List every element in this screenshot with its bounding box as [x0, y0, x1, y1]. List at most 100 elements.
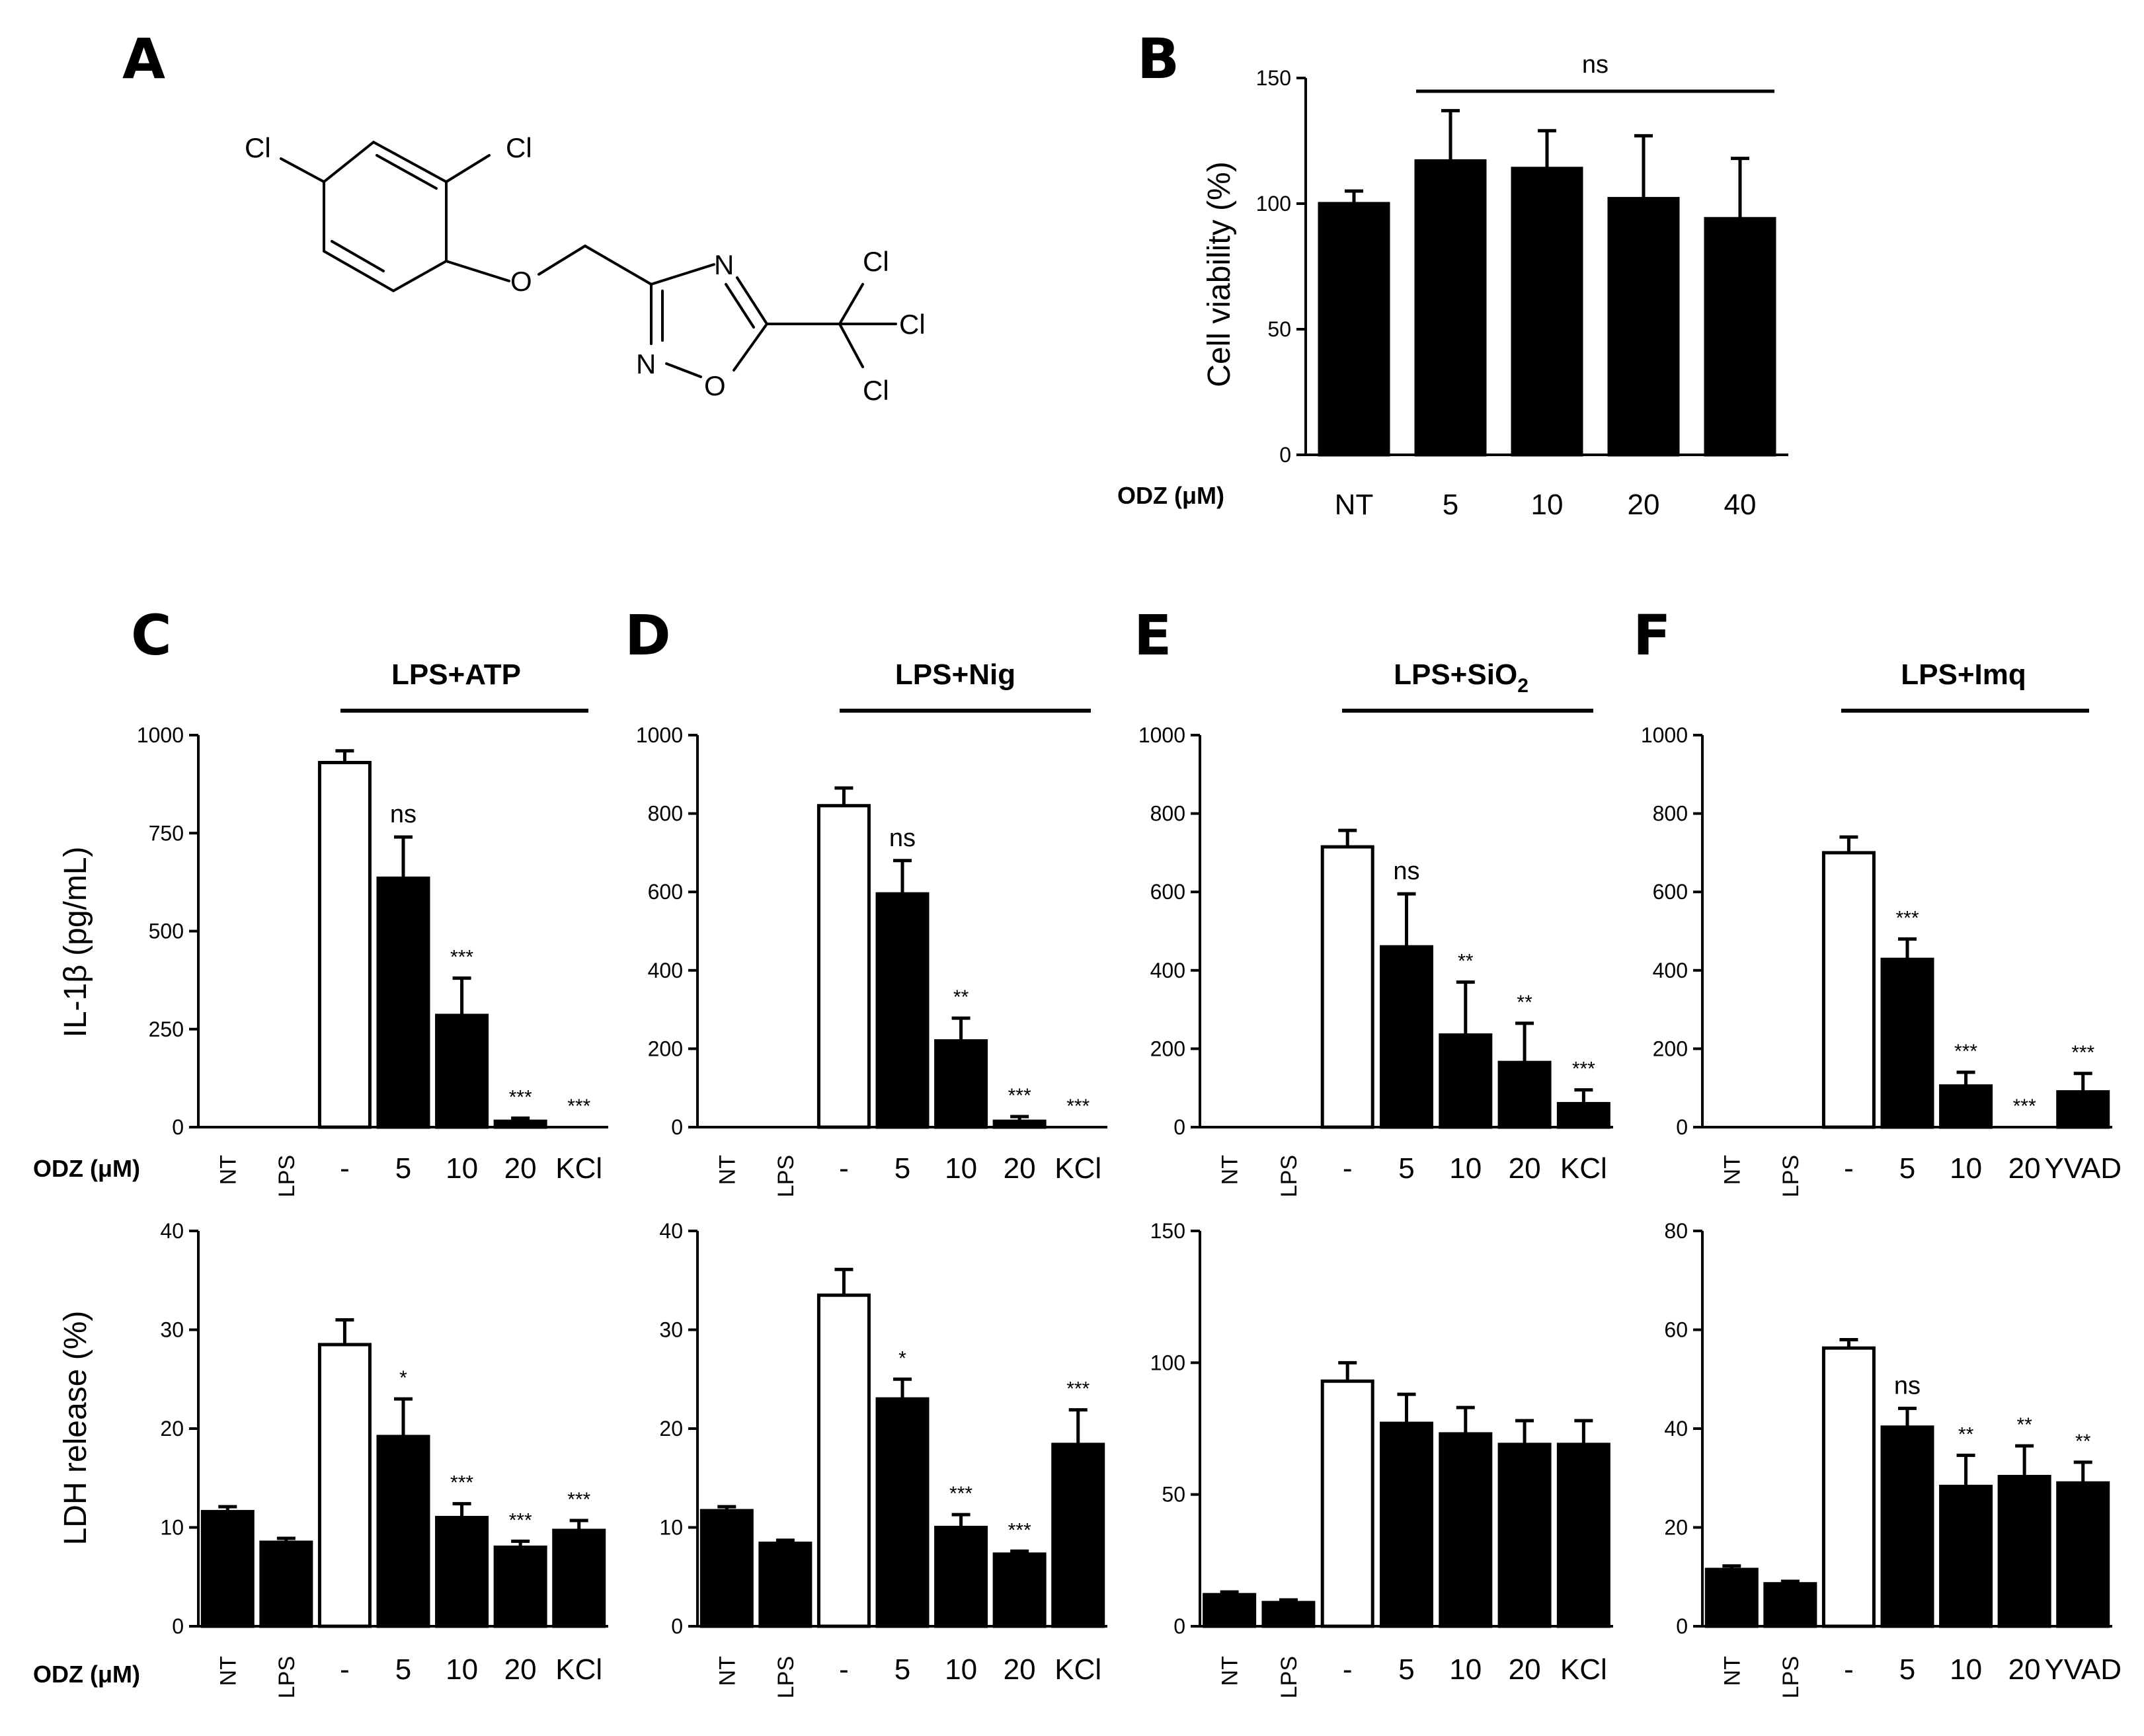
bar-c1-2: [317, 761, 372, 1129]
bar-d2-1: [758, 1541, 813, 1628]
chart-f-il1b: 0 200 400 600 800 1000 NT LPS - *** 5 *** 10 *** 20 ***…: [1641, 723, 2122, 1197]
x-tick-label-d1-3: 5: [894, 1152, 910, 1185]
bar-e1-3: [1380, 945, 1433, 1129]
significance-label-e1-3: ns: [1393, 857, 1419, 885]
bar-f1-6: [2056, 1090, 2110, 1129]
x-tick-label-f1-5: 20: [2008, 1152, 2041, 1185]
x-tick-label-f1-4: 10: [1950, 1152, 1982, 1185]
atom-cl-r2: Cl: [899, 309, 926, 340]
bar-b-3: [1607, 196, 1680, 457]
significance-label-d2-5: ***: [1008, 1519, 1031, 1541]
x-tick-label-e1-3: 5: [1398, 1152, 1414, 1185]
bar-e2-3: [1380, 1421, 1433, 1628]
bar-f1-2: [1821, 851, 1876, 1129]
bar-b-0: [1318, 202, 1390, 457]
y-tick-label-c1: 1000: [137, 723, 184, 747]
odz-label-row2: ODZ (μM): [33, 1661, 140, 1688]
bar-c2-2: [317, 1343, 372, 1628]
bar-c2-3: [376, 1435, 430, 1628]
y-tick-label-c2: 20: [160, 1417, 184, 1440]
y-tick-label-f2: 60: [1664, 1318, 1688, 1342]
oxadiazole-n4-c5: [736, 276, 768, 325]
atom-o-ether: O: [510, 266, 532, 297]
chart-d-ldh: 0 10 20 30 40 NT LPS - * 5 *** 10 *** 20 *** KCl: [659, 1219, 1107, 1698]
bar-f2-1: [1763, 1582, 1817, 1628]
y-tick-label-f1: 600: [1653, 880, 1688, 904]
y-tick-label-c1: 250: [149, 1017, 184, 1041]
condition-label-d: LPS+Nig: [895, 658, 1015, 691]
significance-label-c1-3: ns: [390, 801, 417, 828]
x-tick-label-c1-6: KCl: [555, 1152, 602, 1185]
atom-cl-r1: Cl: [863, 246, 889, 277]
oxadiazole-o1-n2: [665, 362, 702, 378]
bar-d1-2: [816, 804, 871, 1129]
chart-c-ldh: 0 10 20 30 40 NT LPS - * 5 *** 10 *** 20 *** KCl: [160, 1219, 608, 1698]
x-tick-label-c2-2: -: [340, 1653, 350, 1686]
condition-label-e: LPS+SiO2: [1394, 658, 1529, 697]
x-tick-label-e1-5: 20: [1509, 1152, 1541, 1185]
oxadiazole-c3-n4: [650, 263, 715, 286]
chart-c-il1b: 0 250 500 750 1000 NT LPS - ns 5 *** 10 *** 20 *** KCl: [137, 723, 608, 1197]
significance-label-c1-6: ***: [567, 1095, 590, 1117]
x-tick-label-e1-6: KCl: [1560, 1152, 1607, 1185]
x-tick-label-e1-4: 10: [1449, 1152, 1482, 1185]
x-tick-label-c1-2: -: [340, 1152, 350, 1185]
ring-double-bond-1: [331, 240, 385, 272]
bond-cl-top: [445, 154, 491, 183]
panel-letter-e: E: [1134, 603, 1171, 668]
bar-e2-5: [1497, 1442, 1552, 1628]
x-tick-label-d1-0: NT: [715, 1155, 740, 1185]
bond-cl-r1: [838, 283, 864, 325]
x-tick-label-e2-2: -: [1343, 1653, 1353, 1686]
oxadiazole-double-2: [725, 283, 755, 329]
panel-letter-d: D: [625, 603, 671, 668]
condition-label-f: LPS+Imq: [1901, 658, 2026, 691]
x-tick-label-c2-3: 5: [395, 1653, 411, 1686]
y-tick-label-b: 0: [1279, 443, 1291, 467]
x-tick-label-e2-1: LPS: [1277, 1656, 1302, 1698]
chart-d-il1b: 0 200 400 600 800 1000 NT LPS - ns 5 ** 10 *** 20 *** KC…: [636, 723, 1107, 1197]
atom-n-bottom: N: [636, 348, 656, 379]
cyclohexadiene-ring: [323, 140, 448, 293]
y-tick-label-d1: 400: [648, 959, 683, 982]
y-axis-label-il1b: IL-1β (pg/mL): [58, 846, 93, 1037]
x-tick-label-c1-1: LPS: [274, 1155, 299, 1197]
x-tick-label-d1-5: 20: [1004, 1152, 1036, 1185]
y-tick-label-c2: 10: [160, 1516, 184, 1540]
x-tick-label-c2-5: 20: [504, 1653, 537, 1686]
bond-cl-left: [280, 157, 325, 183]
y-tick-label-c2: 40: [160, 1219, 184, 1243]
panel-letter-c: C: [131, 603, 172, 668]
chart-b-cell-viability: 0 50 100 150 NT 5 10 20 40 ns: [1256, 51, 1788, 521]
bar-e1-4: [1439, 1033, 1493, 1129]
significance-label-f2-3: ns: [1894, 1372, 1921, 1400]
odz-label-row1: ODZ (μM): [33, 1155, 140, 1182]
x-tick-label-e2-0: NT: [1218, 1656, 1243, 1686]
significance-label-f1-6: ***: [2071, 1042, 2094, 1064]
significance-label-c2-4: ***: [450, 1472, 473, 1494]
ring-double-bond-2: [376, 154, 438, 190]
x-tick-label-f1-1: LPS: [1778, 1155, 1804, 1197]
bracket-label-b: ns: [1582, 51, 1608, 79]
y-tick-label-e2: 50: [1162, 1483, 1185, 1507]
y-tick-label-c2: 30: [160, 1318, 184, 1342]
significance-label-c2-3: *: [399, 1367, 407, 1389]
x-tick-label-f2-5: 20: [2008, 1653, 2041, 1686]
x-tick-label-c2-6: KCl: [555, 1653, 602, 1686]
significance-label-c1-4: ***: [450, 947, 473, 968]
oxadiazole-c5-o1: [733, 323, 768, 372]
x-tick-label-f2-3: 5: [1899, 1653, 1915, 1686]
significance-label-f1-4: ***: [1954, 1041, 1977, 1062]
chemical-structure: [280, 140, 897, 378]
significance-label-d1-6: ***: [1066, 1095, 1090, 1117]
x-tick-label-f2-0: NT: [1720, 1656, 1745, 1686]
y-tick-label-f2: 80: [1664, 1219, 1688, 1243]
y-tick-label-c1: 750: [149, 821, 184, 845]
significance-label-e1-4: **: [1458, 951, 1474, 972]
x-tick-label-e1-2: -: [1343, 1152, 1353, 1185]
y-tick-label-f2: 40: [1664, 1417, 1688, 1440]
y-tick-label-d1: 600: [648, 880, 683, 904]
y-tick-label-d1: 200: [648, 1037, 683, 1060]
chart-e-ldh: 0 50 100 150 NT LPS - 5 10 20 KCl: [1150, 1219, 1613, 1698]
